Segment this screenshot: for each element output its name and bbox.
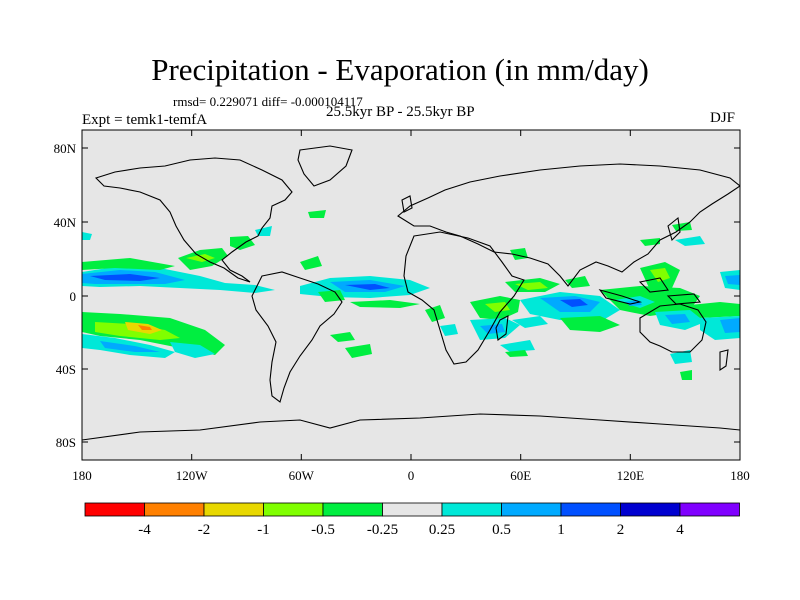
- lon-label-120e: 120E: [617, 468, 645, 483]
- colorbar-swatch: [501, 502, 562, 517]
- contour-fields: [82, 210, 740, 380]
- lon-label-0: 0: [408, 468, 415, 483]
- colorbar-swatch: [679, 502, 740, 517]
- colorbar-label: -0.5: [311, 522, 335, 538]
- period-label: 25.5kyr BP - 25.5kyr BP: [326, 104, 475, 120]
- colorbar-swatch: [441, 502, 502, 517]
- colorbar-label: -4: [138, 522, 151, 538]
- lat-tick-marks: [82, 147, 740, 443]
- colorbar-swatch: [203, 502, 264, 517]
- experiment-label: Expt = temk1-temfA: [82, 112, 208, 128]
- stats-text: rmsd= 0.229071 diff= -0.000104117: [173, 94, 363, 109]
- colorbar-label: 0.25: [429, 522, 455, 538]
- coastlines: [82, 145, 740, 441]
- colorbar-label: 4: [676, 522, 684, 538]
- colorbar-label: -1: [257, 522, 270, 538]
- lat-label-40n: 40N: [54, 215, 77, 230]
- plot-title: Precipitation - Evaporation (in mm/day): [151, 52, 649, 87]
- colorbar-label: -0.25: [367, 522, 398, 538]
- lat-label-80s: 80S: [56, 435, 76, 450]
- colorbar-swatch: [560, 502, 621, 517]
- lon-label-120w: 120W: [176, 468, 209, 483]
- colorbar-label: 1: [557, 522, 565, 538]
- colorbar-swatch: [382, 502, 443, 517]
- season-label: DJF: [710, 110, 736, 126]
- lat-label-0: 0: [70, 289, 77, 304]
- colorbar-swatch: [84, 502, 145, 517]
- colorbar-swatch: [620, 502, 681, 517]
- colorbar-swatch: [144, 502, 205, 517]
- colorbar-label: 2: [617, 522, 625, 538]
- colorbar: -4 -2 -1 -0.5 -0.25 0.25 0.5 1 2 4: [84, 502, 740, 538]
- lon-tick-marks: [81, 130, 741, 460]
- colorbar-label: -2: [198, 522, 211, 538]
- lon-label-180e: 180: [730, 468, 750, 483]
- colorbar-swatch: [322, 502, 383, 517]
- colorbar-label: 0.5: [492, 522, 511, 538]
- colorbar-swatch: [263, 502, 324, 517]
- lon-label-60e: 60E: [510, 468, 531, 483]
- lon-label-60w: 60W: [289, 468, 315, 483]
- lon-label-180w: 180: [72, 468, 92, 483]
- lat-label-80n: 80N: [54, 141, 77, 156]
- lat-label-40s: 40S: [56, 362, 76, 377]
